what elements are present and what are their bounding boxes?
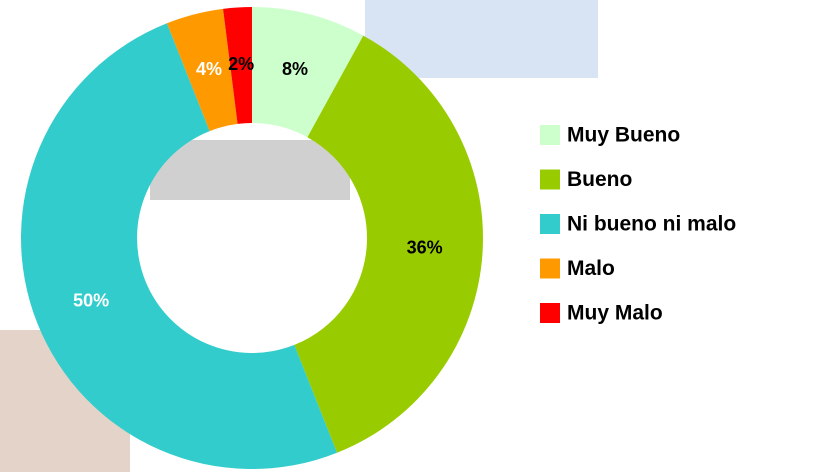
legend-swatch (540, 125, 560, 145)
legend-label: Muy Malo (567, 302, 663, 325)
legend-label: Ni bueno ni malo (567, 213, 736, 236)
legend-swatch (540, 170, 560, 190)
legend-label: Muy Bueno (567, 124, 680, 147)
data-label: 2% (228, 54, 254, 74)
background-photo (150, 140, 350, 200)
legend-swatch (540, 214, 560, 234)
legend-label: Bueno (567, 168, 632, 191)
data-label: 36% (407, 238, 443, 258)
data-label: 8% (282, 59, 308, 79)
plot: 8% 36% 50% 4% 2% (21, 7, 483, 469)
legend: Muy Bueno Bueno Ni bueno ni malo Malo Muy Ma… (540, 124, 736, 325)
chart: 8% 36% 50% 4% 2% Muy Bueno Bueno Ni bueno ni m… (0, 0, 835, 472)
data-label: 50% (73, 290, 109, 310)
legend-swatch (540, 303, 560, 323)
legend-swatch (540, 259, 560, 279)
data-label: 4% (196, 59, 222, 79)
legend-label: Malo (567, 257, 615, 280)
